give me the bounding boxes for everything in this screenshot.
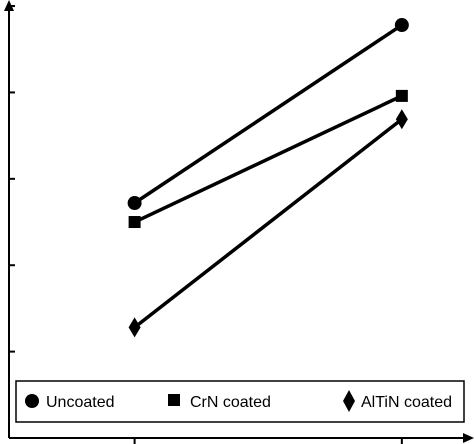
legend: Uncoated CrN coated AlTiN coated [15,380,465,423]
legend-marker-circle [25,394,39,408]
data-point-crn-coated [395,89,408,102]
x-axis-arrow [463,433,474,443]
series-crn-coated [128,89,408,229]
legend-marker-square [168,394,180,406]
data-point-crn-coated [128,216,141,229]
data-point-uncoated [127,196,142,211]
series-layer [127,18,409,338]
data-point-altin-coated [395,109,408,130]
legend-box [15,380,465,423]
series-line-altin-coated [133,117,403,329]
legend-label-uncoated: Uncoated [46,394,115,411]
series-line-uncoated [133,23,403,205]
legend-label-altin: AlTiN coated [361,394,452,411]
series-uncoated [127,18,409,211]
data-point-uncoated [394,18,409,33]
data-point-altin-coated [128,317,141,338]
axis-ticks [9,5,403,444]
axes [8,6,468,439]
legend-label-crn: CrN coated [190,394,271,411]
series-altin-coated [128,109,408,338]
series-line-crn-coated [133,94,403,224]
legend-marker-diamond [343,390,355,412]
